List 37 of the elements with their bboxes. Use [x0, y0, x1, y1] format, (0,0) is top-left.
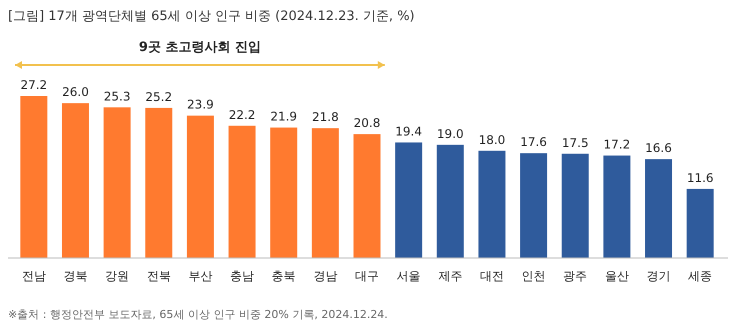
- x-tick-label: 대전: [480, 269, 504, 283]
- data-label: 23.9: [187, 98, 214, 112]
- chart-title: [그림] 17개 광역단체별 65세 이상 인구 비중 (2024.12.23. 기준, %): [8, 9, 415, 24]
- x-tick-label: 전남: [22, 269, 46, 283]
- data-label: 21.8: [312, 110, 339, 124]
- x-tick-label: 전북: [146, 269, 171, 283]
- data-label: 17.5: [562, 136, 589, 150]
- data-label: 17.2: [604, 138, 630, 152]
- x-tick-label: 서울: [396, 269, 421, 283]
- data-label: 19.0: [436, 126, 464, 141]
- x-tick-label: 울산: [604, 269, 629, 283]
- x-tick-label: 충남: [230, 269, 254, 283]
- data-label: 25.2: [145, 90, 172, 104]
- x-tick-label: 대구: [355, 269, 379, 283]
- data-label: 26.0: [62, 85, 89, 100]
- x-tick-label: 제주: [438, 269, 462, 283]
- data-label: 22.2: [228, 108, 256, 122]
- x-tick-label: 세종: [688, 269, 712, 283]
- data-label: 18.0: [478, 132, 506, 147]
- x-tick-label: 경북: [63, 269, 88, 283]
- x-tick-label: 경기: [646, 269, 671, 283]
- text: ※출처 : 행정안전부 보도자료, 65세 이상 인구 비중 20% 기록, 2024.12.24.: [8, 308, 388, 321]
- data-label: 17.6: [520, 135, 547, 150]
- data-label: 16.6: [645, 141, 672, 156]
- data-label: 19.4: [395, 124, 422, 138]
- x-tick-label: 경남: [313, 269, 338, 283]
- x-tick-label: 광주: [563, 269, 588, 283]
- x-tick-label: 부산: [188, 269, 212, 283]
- data-label: 25.3: [104, 89, 130, 104]
- data-label: 27.2: [20, 78, 48, 92]
- data-label: 21.9: [270, 110, 298, 124]
- text: 9곳 초고령사회 진입: [138, 40, 261, 55]
- data-label: 20.8: [354, 116, 380, 130]
- x-tick-label: 인천: [522, 269, 546, 283]
- data-label: 11.6: [686, 170, 714, 185]
- x-tick-label: 강원: [105, 269, 130, 283]
- x-tick-label: 충북: [272, 269, 296, 283]
